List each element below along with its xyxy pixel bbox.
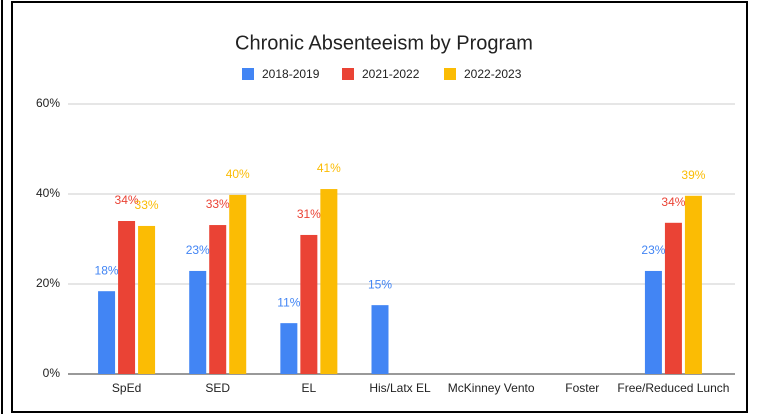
data-label: 41% xyxy=(317,161,341,175)
data-label: 33% xyxy=(135,198,159,212)
x-tick-label: EL xyxy=(302,381,317,395)
legend-swatch xyxy=(242,68,254,80)
data-label: 11% xyxy=(277,295,300,309)
data-label: 15% xyxy=(368,277,392,291)
y-tick-label: 40% xyxy=(36,186,60,200)
legend-swatch xyxy=(342,68,354,80)
data-label: 18% xyxy=(95,263,119,277)
x-tick-label: Foster xyxy=(565,381,599,395)
data-label: 23% xyxy=(186,243,210,257)
y-tick-label: 60% xyxy=(36,96,60,110)
legend-swatch xyxy=(444,68,456,80)
data-label: 31% xyxy=(297,207,321,221)
data-label: 34% xyxy=(661,195,685,209)
x-tick-label: McKinney Vento xyxy=(448,381,535,395)
y-tick-label: 0% xyxy=(43,366,61,380)
bar xyxy=(664,222,682,374)
bar xyxy=(644,270,662,374)
data-label: 34% xyxy=(115,193,139,207)
bar xyxy=(98,291,116,374)
legend-label: 2021-2022 xyxy=(362,67,420,81)
x-tick-label: Free/Reduced Lunch xyxy=(617,381,729,395)
legend-label: 2018-2019 xyxy=(262,67,320,81)
bar xyxy=(684,195,702,374)
bar xyxy=(209,225,227,374)
y-tick-label: 20% xyxy=(36,276,60,290)
chart-frame xyxy=(11,1,748,413)
bar xyxy=(118,221,136,374)
bar xyxy=(280,323,298,374)
bar xyxy=(300,234,318,374)
bar xyxy=(229,194,247,374)
x-tick-label: SED xyxy=(205,381,230,395)
bar xyxy=(371,305,389,374)
bar xyxy=(320,189,338,374)
chart-title: Chronic Absenteeism by Program xyxy=(235,32,533,54)
bar xyxy=(138,225,156,374)
data-label: 33% xyxy=(206,197,230,211)
data-label: 23% xyxy=(641,243,665,257)
data-label: 40% xyxy=(226,167,250,181)
data-label: 39% xyxy=(681,168,705,182)
bar xyxy=(189,270,207,374)
x-tick-label: SpEd xyxy=(112,381,141,395)
x-tick-label: His/Latx EL xyxy=(369,381,431,395)
legend-label: 2022-2023 xyxy=(464,67,522,81)
